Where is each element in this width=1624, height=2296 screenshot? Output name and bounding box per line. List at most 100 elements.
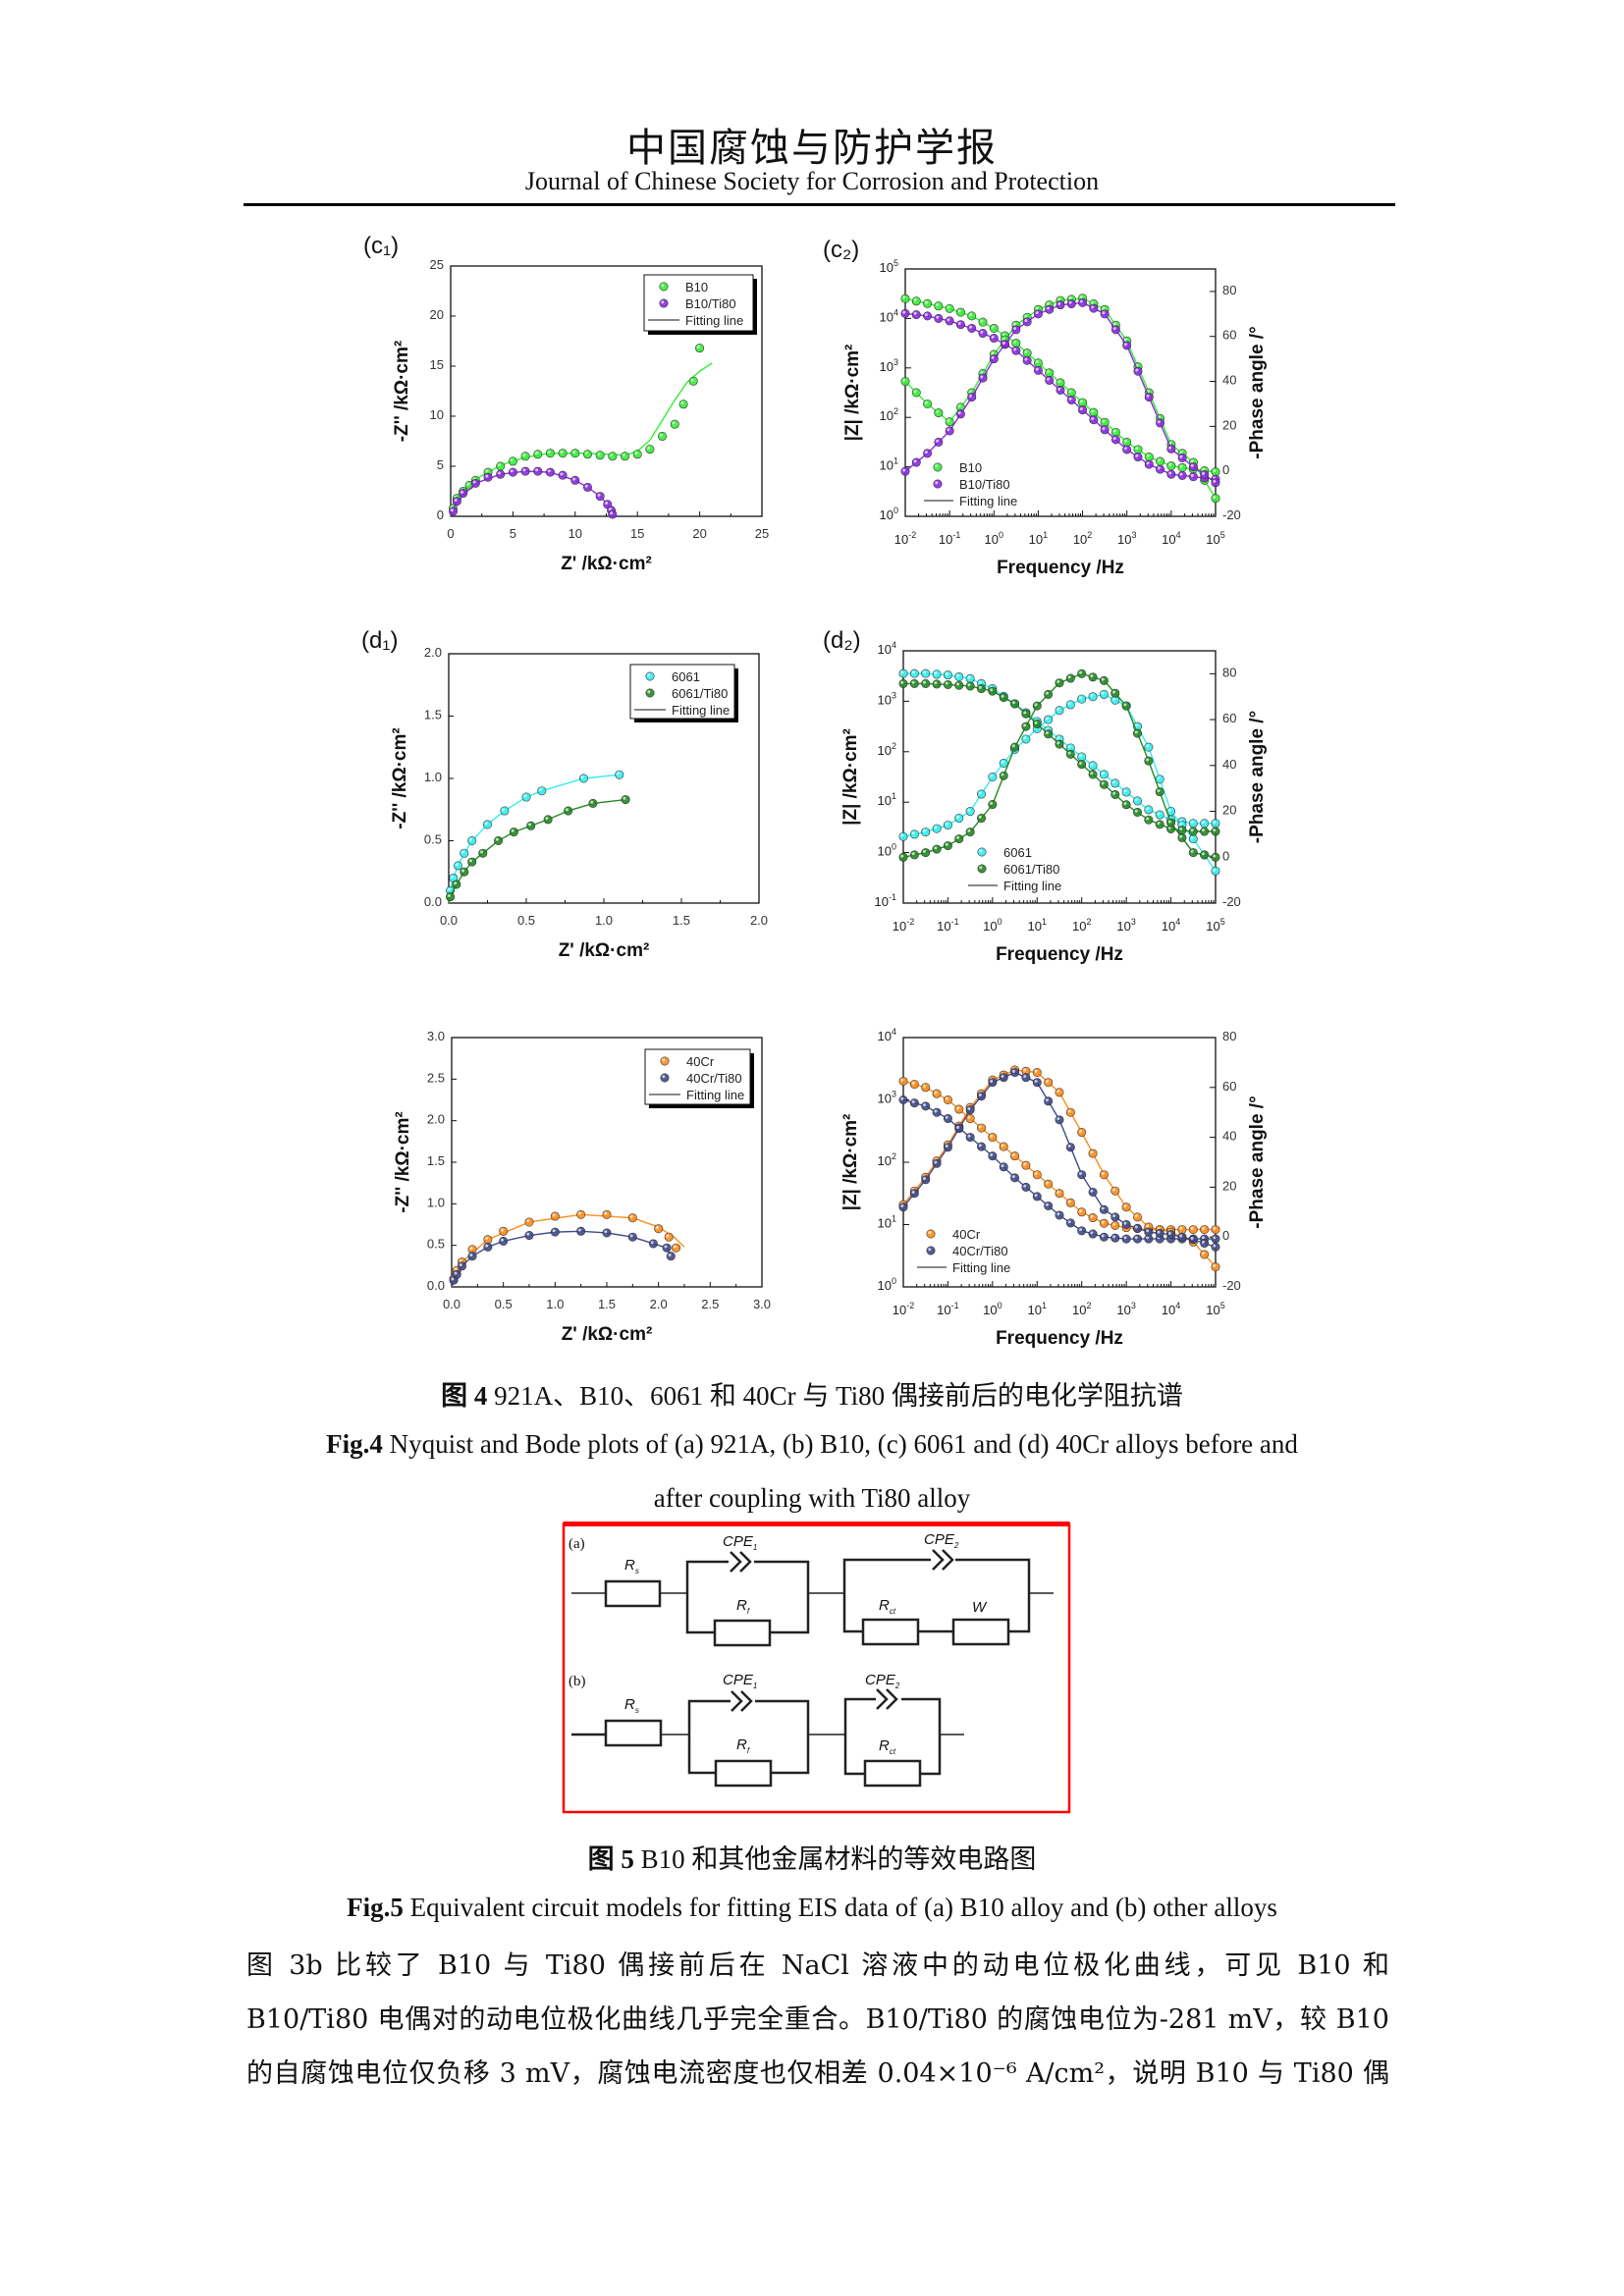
data-point-highlight [947, 428, 950, 432]
data-point-highlight [1045, 1202, 1049, 1206]
x-tick-label: 20 [692, 526, 706, 541]
data-point [1177, 1232, 1187, 1242]
data-point-highlight [947, 318, 950, 322]
data-point [545, 467, 555, 477]
data-point-highlight [1068, 300, 1072, 304]
header-rule [244, 203, 1395, 206]
data-point-highlight [1134, 798, 1138, 802]
data-point [926, 1246, 936, 1255]
data-point [954, 680, 964, 690]
data-point-highlight [934, 846, 938, 850]
data-point [1099, 689, 1109, 699]
x-tick-label: 102 [1072, 1301, 1091, 1317]
data-point [911, 310, 921, 320]
data-point-highlight [1101, 1206, 1105, 1210]
x-tick-label: 104 [1162, 917, 1180, 934]
fitting-line [450, 362, 713, 517]
figure-4-caption-en: Fig.4 Nyquist and Bode plots of (a) 921A… [0, 1429, 1624, 1460]
figure-4-caption-en-text: Nyquist and Bode plots of (a) 921A, (b) … [382, 1429, 1298, 1459]
data-point [1200, 819, 1210, 828]
data-point-highlight [1112, 322, 1116, 326]
y-right-tick-label: -20 [1222, 894, 1241, 909]
data-point-highlight [978, 815, 982, 819]
data-point-highlight [1112, 780, 1116, 784]
x-axis-label: Frequency /Hz [997, 558, 1124, 578]
data-point [1133, 453, 1143, 462]
data-point [1033, 309, 1043, 319]
data-point [520, 452, 530, 461]
y-right-tick-label: 80 [1222, 1029, 1236, 1043]
data-point-highlight [1035, 311, 1039, 315]
data-point [999, 771, 1008, 780]
data-point-highlight [911, 1191, 915, 1195]
w-label-a: W [972, 1599, 988, 1616]
data-point-highlight [1090, 763, 1094, 767]
y-tick-label: 10 [430, 407, 444, 422]
data-point-highlight [913, 390, 917, 394]
data-point [460, 848, 469, 858]
x-tick-label: 2.0 [650, 1297, 668, 1311]
data-point-highlight [1146, 1229, 1150, 1233]
data-point [1110, 688, 1120, 698]
data-point [508, 456, 517, 466]
data-point-highlight [597, 453, 601, 456]
data-point [1078, 405, 1088, 415]
data-point-highlight [1067, 1109, 1071, 1113]
data-point-highlight [522, 468, 526, 472]
figure-4-label-en: Fig.4 [326, 1429, 383, 1459]
data-point-highlight [1067, 745, 1071, 749]
data-point-highlight [623, 796, 626, 800]
data-point [921, 828, 931, 837]
data-point-highlight [900, 833, 904, 837]
data-point-highlight [469, 1247, 473, 1251]
data-point [1021, 734, 1031, 744]
y-tick-label: 103 [878, 690, 896, 707]
data-point-highlight [1011, 744, 1015, 748]
data-point-highlight [1079, 299, 1083, 303]
data-point [1200, 850, 1210, 860]
data-point [909, 850, 919, 860]
y-tick-label: 100 [878, 842, 896, 859]
data-point [988, 800, 998, 810]
x-tick-label: 0.5 [495, 1297, 513, 1311]
data-point [1155, 810, 1164, 820]
data-point [1122, 445, 1132, 454]
data-point-highlight [900, 854, 904, 858]
data-point [1010, 742, 1020, 752]
data-point [1188, 1225, 1198, 1235]
data-point-highlight [1146, 454, 1150, 457]
data-point-highlight [1068, 397, 1072, 400]
data-point [1065, 1218, 1075, 1228]
data-point-highlight [1067, 1220, 1071, 1224]
data-point-highlight [1190, 849, 1194, 853]
data-point [570, 475, 580, 485]
data-point-highlight [1101, 1234, 1105, 1238]
data-point-highlight [1146, 1236, 1150, 1240]
data-point [524, 1217, 534, 1227]
data-point-highlight [1112, 437, 1116, 441]
data-point [999, 1073, 1008, 1083]
data-point [978, 329, 988, 339]
data-point-highlight [485, 1244, 489, 1248]
data-point-highlight [967, 683, 971, 687]
data-point [452, 1269, 461, 1279]
data-point [658, 431, 668, 441]
data-point-highlight [1202, 467, 1206, 471]
data-point [945, 316, 954, 326]
rf-label-a: Rf [736, 1597, 750, 1616]
data-point [608, 509, 618, 519]
data-point [533, 466, 543, 476]
data-point [955, 409, 965, 419]
data-point-highlight [957, 322, 961, 325]
data-point-highlight [500, 1228, 504, 1232]
data-point-highlight [947, 305, 950, 309]
data-point [550, 1211, 560, 1221]
data-point-highlight [1213, 1236, 1217, 1240]
data-point [967, 311, 977, 321]
data-point [1166, 1230, 1176, 1240]
data-point-highlight [1213, 495, 1217, 499]
data-point [934, 408, 944, 418]
data-point [921, 1175, 931, 1185]
x-tick-label: 0.0 [440, 913, 458, 928]
data-point [1099, 770, 1109, 779]
